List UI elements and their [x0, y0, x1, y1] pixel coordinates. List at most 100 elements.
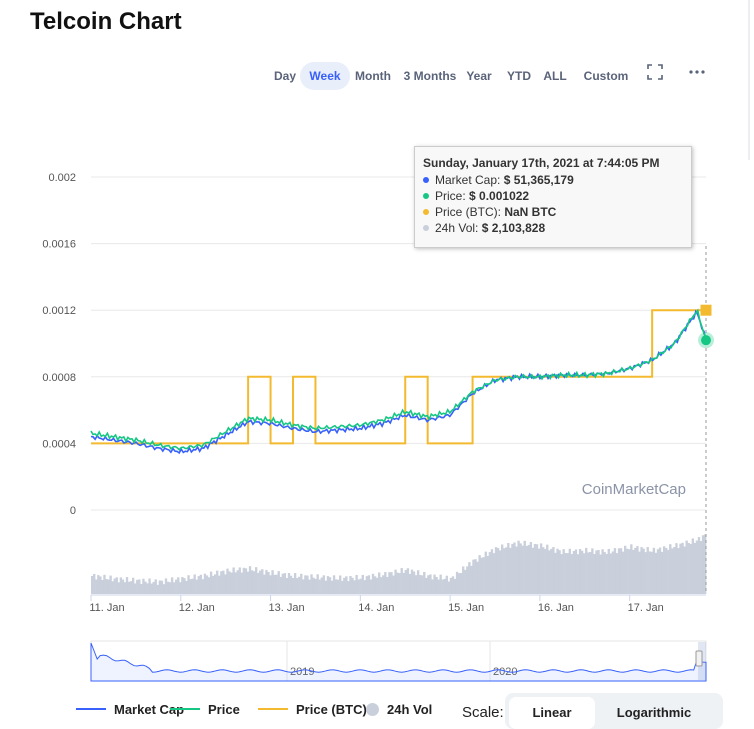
- y-tick-label: 0.0012: [42, 305, 76, 317]
- volume-bar: [550, 548, 553, 594]
- more-icon[interactable]: [685, 64, 709, 88]
- volume-bar: [173, 582, 176, 594]
- volume-bar: [408, 573, 412, 594]
- legend-label: Market Cap: [114, 702, 185, 717]
- volume-bar: [99, 576, 102, 594]
- volume-bar: [193, 574, 196, 594]
- volume-bar: [595, 550, 598, 594]
- volume-bar: [648, 551, 651, 594]
- volume-bar: [498, 550, 502, 594]
- volume-bar: [689, 543, 692, 594]
- tooltip-dot: [423, 225, 429, 231]
- volume-bar: [187, 575, 190, 594]
- marker-price: [701, 335, 711, 346]
- volume-bar: [168, 582, 172, 594]
- range-year-button[interactable]: Year: [466, 69, 492, 83]
- volume-bar: [597, 549, 600, 594]
- volume-bar: [101, 579, 104, 594]
- volume-bar: [677, 548, 680, 594]
- volume-bar: [281, 573, 284, 594]
- volume-bar: [388, 572, 391, 594]
- volume-bar: [548, 550, 551, 594]
- volume-bar: [345, 576, 348, 594]
- volume-bar: [515, 546, 518, 594]
- volume-bar: [656, 549, 660, 594]
- volume-bar: [306, 575, 309, 594]
- panel-edge: [748, 0, 750, 160]
- volume-bar: [207, 577, 211, 594]
- volume-bar: [517, 540, 520, 594]
- volume-bar: [556, 548, 559, 594]
- volume-bar: [644, 552, 647, 594]
- x-tick-label: 13. Jan: [269, 602, 305, 614]
- volume-bar: [691, 538, 694, 594]
- volume-bar: [636, 546, 639, 594]
- range-week-button[interactable]: Week: [300, 62, 350, 90]
- range-month-button[interactable]: Month: [355, 69, 391, 83]
- volume-bar: [453, 578, 457, 594]
- volume-bar: [624, 545, 627, 594]
- volume-bar: [236, 570, 239, 594]
- volume-bar: [97, 575, 100, 594]
- scale-logarithmic-button[interactable]: Logarithmic: [616, 705, 692, 720]
- volume-bar: [687, 542, 690, 594]
- volume-bar: [679, 543, 682, 594]
- volume-bar: [170, 577, 174, 594]
- volume-bar: [367, 575, 371, 594]
- legend-market-cap[interactable]: Market Cap: [76, 702, 184, 717]
- volume-bar: [261, 569, 264, 594]
- volume-bar: [474, 559, 477, 594]
- volume-bar: [363, 580, 366, 594]
- volume-bar: [148, 578, 151, 594]
- scale-linear-button[interactable]: Linear: [509, 697, 595, 729]
- volume-bar: [199, 574, 202, 594]
- range-3-months-button[interactable]: 3 Months: [403, 69, 457, 83]
- volume-bar: [552, 547, 555, 594]
- volume-bar: [234, 572, 237, 594]
- legend-volume[interactable]: 24h Vol: [366, 702, 432, 717]
- volume-bar: [197, 576, 200, 594]
- volume-bar: [574, 549, 578, 594]
- x-tick-label: 17. Jan: [628, 602, 664, 614]
- volume-bar: [142, 578, 145, 594]
- volume-bar: [455, 571, 459, 594]
- volume-bar: [673, 547, 676, 594]
- volume-bar: [652, 547, 656, 594]
- volume-bar: [355, 574, 358, 594]
- volume-bar: [337, 579, 340, 594]
- volume-bar: [263, 574, 266, 594]
- volume-bar: [478, 555, 481, 594]
- volume-bar: [285, 577, 289, 594]
- volume-bar: [164, 578, 168, 594]
- volume-bar: [293, 573, 297, 594]
- range-day-button[interactable]: Day: [273, 69, 296, 83]
- legend-price-btc[interactable]: Price (BTC): [258, 702, 367, 717]
- fullscreen-icon[interactable]: [643, 64, 667, 88]
- legend-price[interactable]: Price: [170, 702, 240, 717]
- legend-swatch: [258, 708, 288, 710]
- volume-bar: [125, 577, 129, 594]
- volume-bar: [539, 543, 543, 594]
- volume-bar: [181, 577, 184, 594]
- tooltip-row-volume: 24h Vol: $ 2,103,828: [423, 221, 545, 235]
- volume-bar: [214, 574, 217, 594]
- volume-bar: [240, 572, 243, 594]
- volume-bar: [535, 544, 539, 594]
- volume-bar: [185, 580, 188, 594]
- volume-bar: [91, 576, 94, 594]
- range-ytd-button[interactable]: YTD: [507, 69, 531, 83]
- volume-bar: [111, 581, 114, 594]
- volume-bar: [259, 570, 262, 594]
- volume-bar: [267, 572, 270, 594]
- volume-bar: [572, 551, 576, 594]
- volume-bar: [503, 548, 506, 594]
- volume-bar: [382, 575, 385, 594]
- volume-bar: [462, 566, 465, 594]
- range-all-button[interactable]: ALL: [543, 69, 567, 83]
- volume-bar: [626, 548, 629, 594]
- volume-bar: [109, 575, 112, 594]
- volume-bar: [359, 578, 362, 594]
- range-custom-button[interactable]: Custom: [583, 69, 629, 83]
- y-tick-label: 0.0004: [42, 438, 76, 450]
